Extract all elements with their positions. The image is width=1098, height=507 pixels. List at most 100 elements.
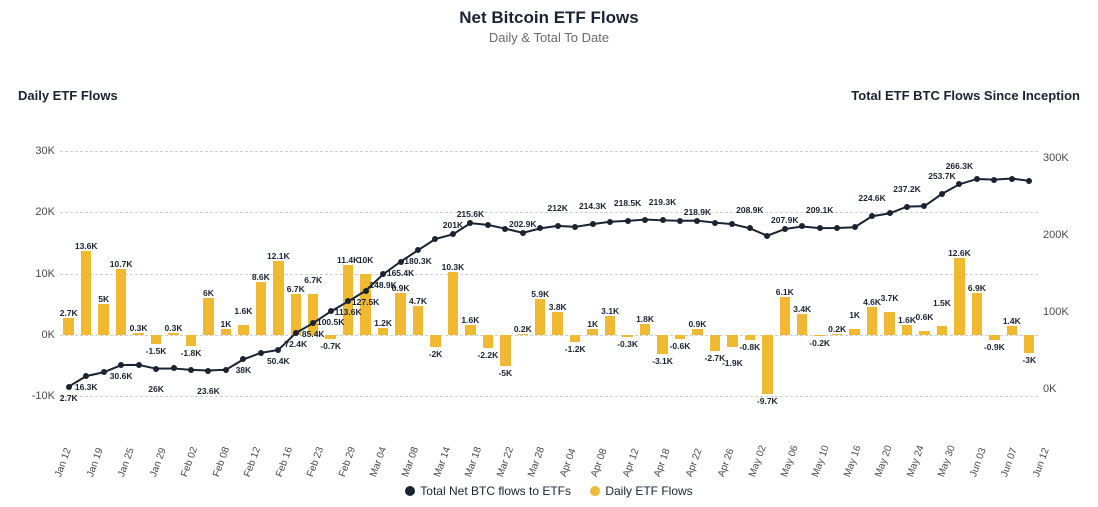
bar — [954, 258, 964, 335]
bar-label: 0.3K — [165, 323, 183, 333]
bar — [325, 335, 335, 339]
line-label: 218.9K — [684, 207, 711, 217]
x-tick: Jan 12 — [53, 447, 74, 479]
bar-label: 1.8K — [636, 314, 654, 324]
line-point — [887, 210, 893, 216]
x-tick: May 02 — [747, 444, 769, 479]
x-tick: May 16 — [842, 444, 864, 479]
y-tick-right: 300K — [1043, 152, 1083, 164]
bar-label: 0.6K — [915, 312, 933, 322]
bar — [256, 282, 266, 335]
legend: Total Net BTC flows to ETFs Daily ETF Fl… — [0, 484, 1098, 499]
x-tick: Feb 23 — [306, 446, 327, 479]
bar-label: 1.4K — [1003, 316, 1021, 326]
bar — [937, 326, 947, 335]
x-tick: Jun 12 — [1031, 447, 1052, 479]
y-tick-right: 100K — [1043, 306, 1083, 318]
gridline — [60, 396, 1038, 397]
bar — [797, 314, 807, 335]
bar — [710, 335, 720, 352]
line-point — [747, 225, 753, 231]
bar-label: 1.2K — [374, 318, 392, 328]
line-point — [153, 366, 159, 372]
line-point — [852, 224, 858, 230]
bar — [622, 335, 632, 337]
line-point — [939, 191, 945, 197]
line-point — [520, 230, 526, 236]
line-point — [171, 365, 177, 371]
line-label: 202.9K — [509, 219, 536, 229]
line-label: 16.3K — [75, 382, 98, 392]
bar-label: 5.9K — [531, 289, 549, 299]
x-tick: Mar 28 — [526, 446, 547, 479]
bar — [884, 312, 894, 335]
bar-label: -0.6K — [670, 341, 691, 351]
bar — [727, 335, 737, 347]
bar — [291, 294, 301, 335]
x-tick: May 30 — [937, 444, 959, 479]
bar — [395, 293, 405, 335]
x-tick: Jan 29 — [148, 447, 169, 479]
legend-dot-bar — [590, 486, 600, 496]
line-label: 127.5K — [352, 297, 379, 307]
bar-label: -0.3K — [617, 339, 638, 349]
line-point — [817, 225, 823, 231]
bar-label: 1.6K — [461, 315, 479, 325]
bar-label: 1.6K — [898, 315, 916, 325]
line-point — [921, 203, 927, 209]
bar-label: 4.7K — [409, 296, 427, 306]
bar-label: 3.7K — [881, 293, 899, 303]
bar — [1024, 335, 1034, 353]
bar — [81, 251, 91, 335]
line-point — [1009, 176, 1015, 182]
bar-label: 0.2K — [828, 324, 846, 334]
bar-label: -3K — [1022, 355, 1036, 365]
bar-label: 3.8K — [549, 302, 567, 312]
bar-label: 3.1K — [601, 306, 619, 316]
bar — [587, 329, 597, 335]
line-label: 30.6K — [110, 371, 133, 381]
bar — [483, 335, 493, 349]
bar-label: 12.6K — [948, 248, 971, 258]
line-point — [240, 356, 246, 362]
bar-label: 6.7K — [287, 284, 305, 294]
x-tick: May 24 — [905, 444, 927, 479]
line-point — [83, 373, 89, 379]
title-block: Net Bitcoin ETF Flows Daily & Total To D… — [0, 0, 1098, 45]
bar — [657, 335, 667, 354]
line-point — [834, 225, 840, 231]
line-label: 219.3K — [649, 197, 676, 207]
bar — [1007, 326, 1017, 335]
x-tick: Apr 26 — [716, 447, 736, 478]
line-point — [974, 176, 980, 182]
line-point — [956, 181, 962, 187]
bar — [116, 269, 126, 335]
bar-label: 10.7K — [110, 259, 133, 269]
line-label: 23.6K — [197, 386, 220, 396]
legend-label-bar: Daily ETF Flows — [605, 484, 692, 498]
y-tick-left: 30K — [15, 145, 55, 157]
bar-label: 12.1K — [267, 251, 290, 261]
left-axis-label: Daily ETF Flows — [18, 88, 118, 103]
bar — [151, 335, 161, 344]
line-point — [66, 384, 72, 390]
bar-label: 1K — [587, 319, 598, 329]
x-tick: Feb 29 — [337, 446, 358, 479]
bar-label: 1K — [220, 319, 231, 329]
line-point — [625, 218, 631, 224]
line-label: 224.6K — [858, 193, 885, 203]
line-label: 218.5K — [614, 198, 641, 208]
line-point — [991, 177, 997, 183]
line-point — [660, 217, 666, 223]
bar — [902, 325, 912, 335]
bar — [203, 298, 213, 335]
x-tick: May 10 — [810, 444, 832, 479]
bar-label: 10K — [358, 255, 374, 265]
line-point — [555, 223, 561, 229]
line-label: 253.7K — [928, 171, 955, 181]
bar-label: 1.5K — [933, 298, 951, 308]
bar — [814, 335, 824, 336]
bar — [378, 328, 388, 335]
bar-label: -3.1K — [652, 356, 673, 366]
gridline — [60, 151, 1038, 152]
